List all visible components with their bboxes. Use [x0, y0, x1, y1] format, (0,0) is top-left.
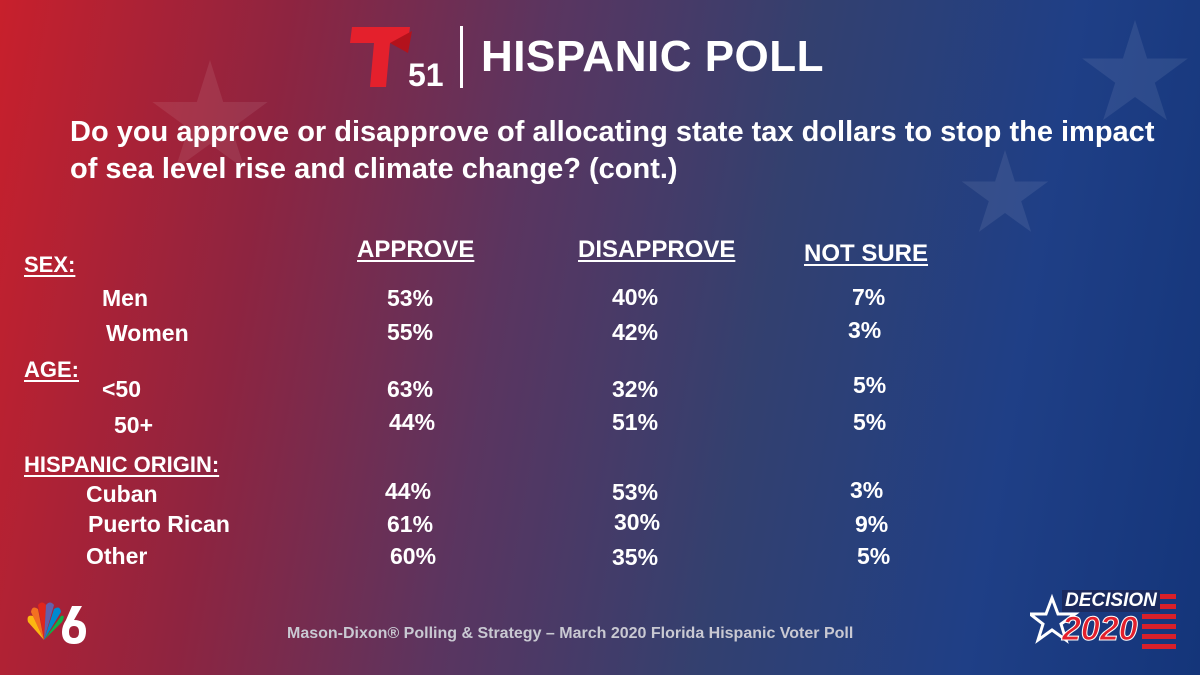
row-label-under-50: <50 — [102, 376, 142, 402]
not-sure-value: 5% — [853, 372, 887, 398]
not-sure-value: 5% — [853, 409, 887, 435]
not-sure-value: 3% — [850, 477, 884, 503]
row-label-50-plus: 50+ — [114, 412, 154, 438]
approve-value: 61% — [387, 511, 434, 537]
column-approve: APPROVE — [357, 236, 475, 263]
column-not-sure: NOT SURE — [804, 240, 929, 267]
disapprove-value: 35% — [612, 544, 659, 570]
footer-source: Mason-Dixon® Polling & Strategy – March … — [287, 625, 854, 642]
column-disapprove: DISAPPROVE — [578, 236, 736, 263]
decision-year: 2020 — [1062, 610, 1139, 649]
background-star-icon — [152, 60, 268, 170]
decision-word: DECISION — [1062, 590, 1160, 612]
channel-number: 51 — [408, 57, 444, 93]
not-sure-value: 3% — [848, 317, 882, 343]
decision-2020-icon: DECISION 2020 — [1030, 588, 1178, 652]
approve-value: 63% — [387, 376, 434, 402]
disapprove-value: 32% — [612, 376, 659, 402]
nbc-peacock-icon — [24, 600, 94, 646]
group-age: AGE: — [24, 357, 79, 382]
approve-value: 44% — [389, 409, 436, 435]
not-sure-value: 5% — [857, 543, 891, 569]
disapprove-value: 51% — [612, 409, 659, 435]
disapprove-value: 42% — [612, 319, 659, 345]
row-label-puerto-rican: Puerto Rican — [88, 511, 230, 537]
approve-value: 60% — [390, 543, 437, 569]
disapprove-value: 30% — [614, 509, 661, 535]
poll-question: Do you approve or disapprove of allocati… — [70, 116, 1155, 185]
disapprove-value: 40% — [612, 284, 659, 310]
group-hispanic-origin: HISPANIC ORIGIN: — [24, 452, 220, 477]
header-divider — [460, 26, 463, 88]
header: 51 HISPANIC POLL — [350, 22, 825, 93]
row-label-women: Women — [106, 320, 189, 346]
background-star-icon — [961, 150, 1049, 232]
approve-value: 55% — [387, 319, 434, 345]
row-label-other: Other — [86, 543, 148, 569]
not-sure-value: 9% — [855, 511, 889, 537]
not-sure-value: 7% — [852, 284, 886, 310]
approve-value: 53% — [387, 285, 434, 311]
group-sex: SEX: — [24, 252, 76, 277]
row-label-cuban: Cuban — [86, 481, 158, 507]
disapprove-value: 53% — [612, 479, 659, 505]
background-star-icon — [1082, 20, 1188, 121]
telemundo-t-icon: 51 — [350, 23, 450, 93]
approve-value: 44% — [385, 478, 432, 504]
header-title: HISPANIC POLL — [481, 32, 825, 81]
row-label-men: Men — [102, 285, 148, 311]
